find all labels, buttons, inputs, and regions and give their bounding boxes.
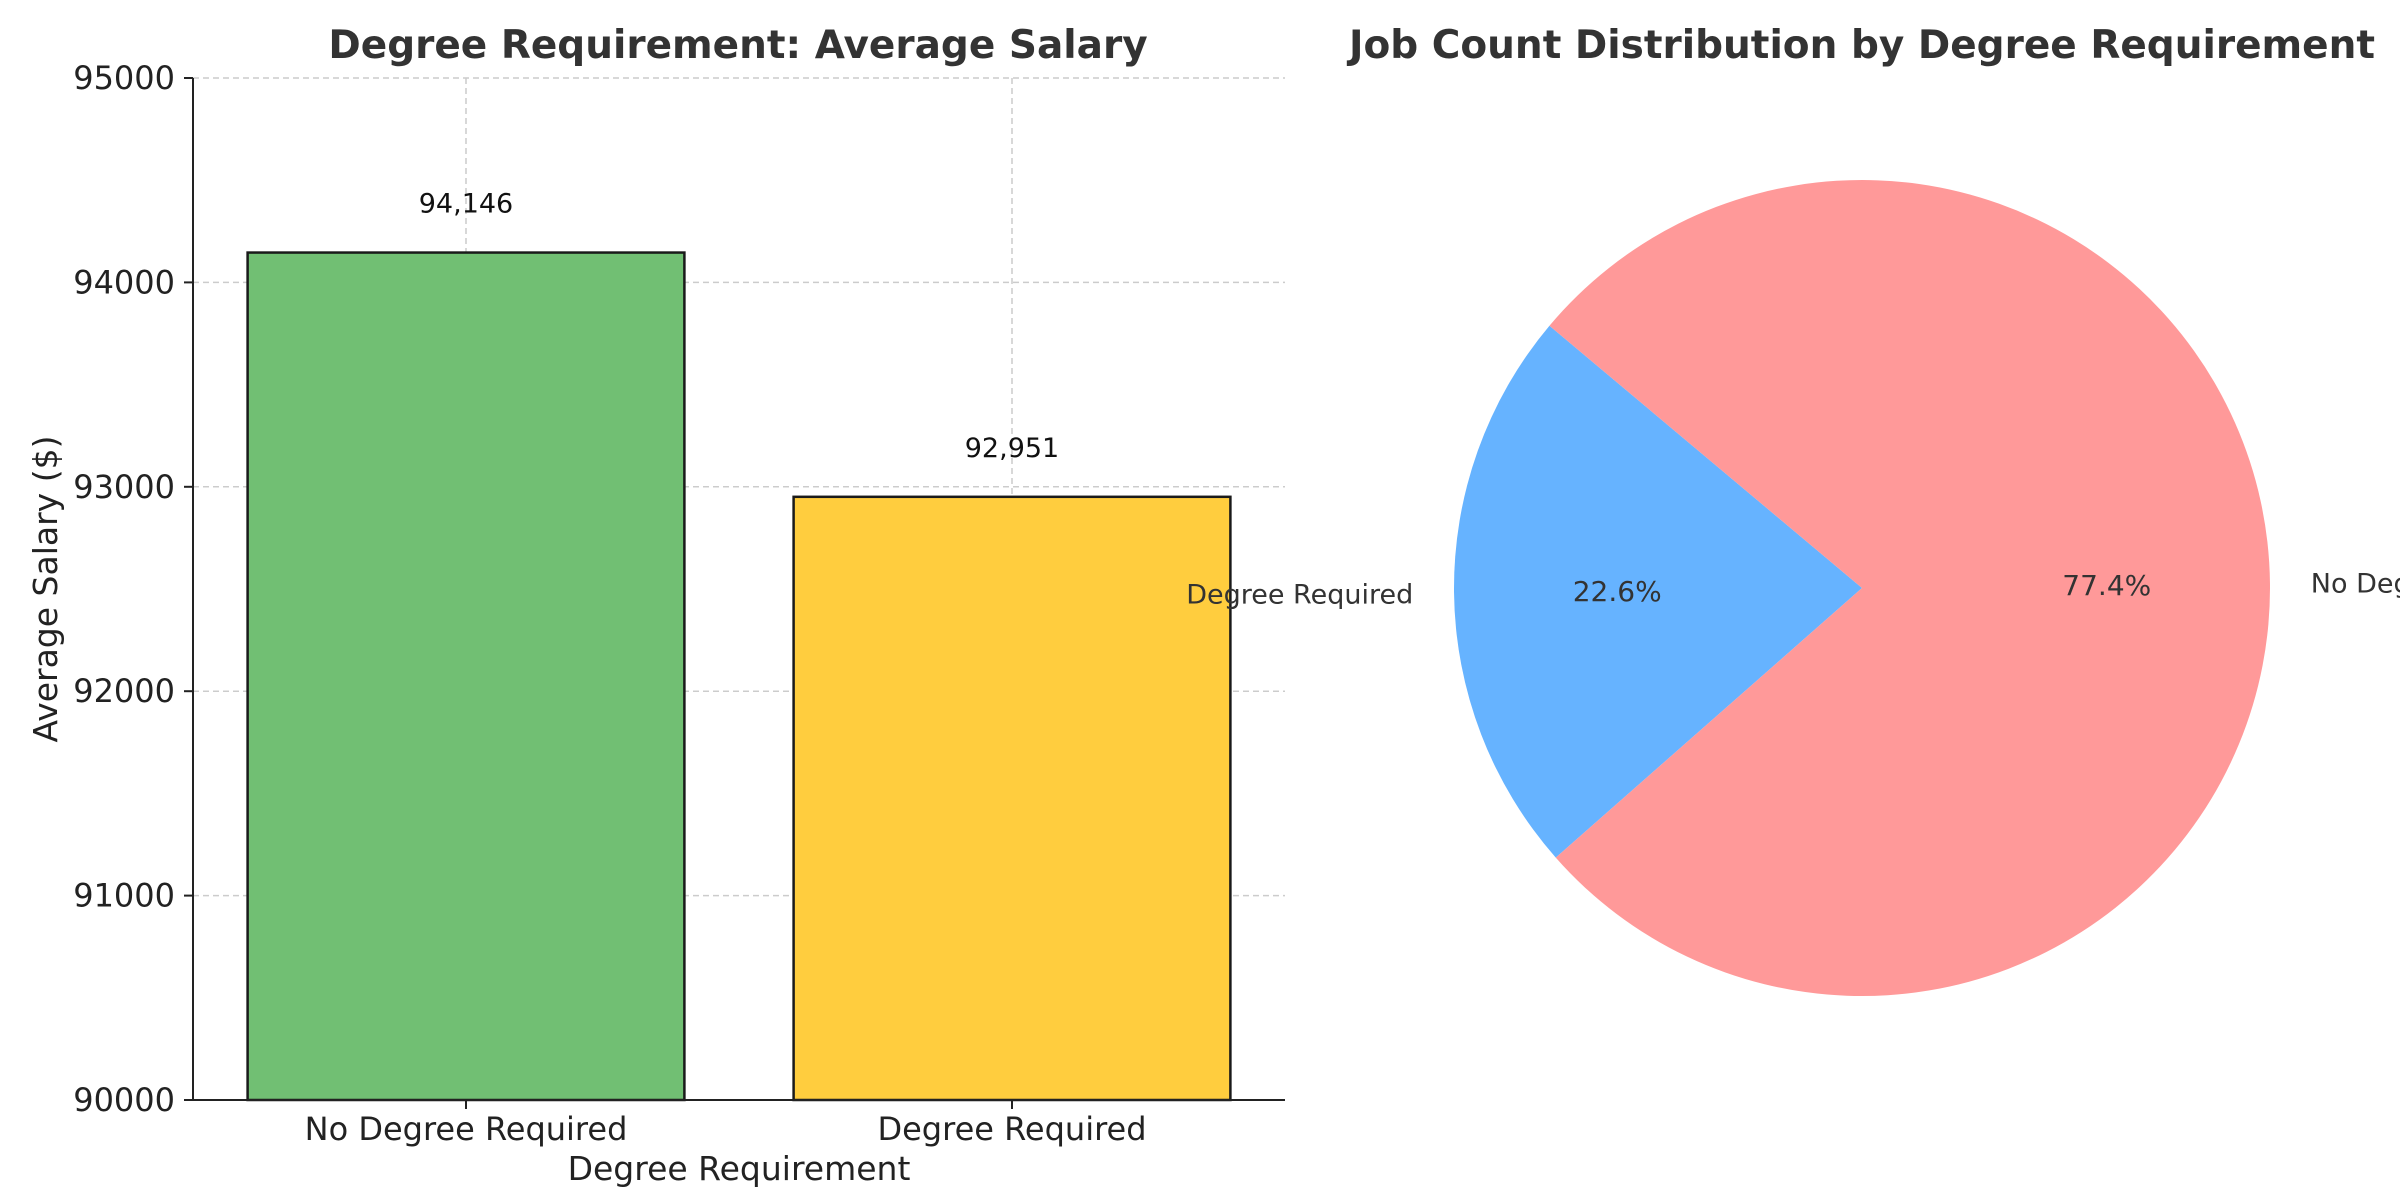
x-tick-label: Degree Required (877, 1110, 1146, 1148)
bar-chart: Degree Requirement: Average Salary 90000… (26, 23, 1285, 1188)
bar-chart-y-ticks: 90000 91000 92000 93000 94000 95000 (73, 59, 193, 1119)
pie-slice-degree-required (1453, 325, 1862, 858)
bar-chart-y-axis-label: Average Salary ($) (26, 436, 65, 743)
pie-percent-label: 77.4% (2062, 569, 2151, 602)
bar-chart-axes (192, 78, 1285, 1101)
pie-chart-labels: 22.6% Degree Required 77.4% No Degree Requi… (1186, 569, 2400, 611)
pie-chart-slices (1453, 179, 2270, 996)
bar-value-label: 94,146 (419, 189, 513, 220)
bar-chart-bars (246, 251, 1232, 1102)
pie-category-label: Degree Required (1186, 579, 1413, 610)
y-tick-label: 92000 (73, 672, 175, 710)
bar-chart-x-axis-label: Degree Requirement (568, 1149, 911, 1188)
x-tick-label: No Degree Required (305, 1110, 628, 1148)
y-tick-label: 95000 (73, 59, 175, 97)
pie-percent-label: 22.6% (1573, 575, 1662, 608)
y-tick-label: 91000 (73, 877, 175, 915)
bar-value-label: 92,951 (965, 433, 1059, 464)
y-tick-label: 90000 (73, 1081, 175, 1119)
pie-chart-title: Job Count Distribution by Degree Require… (1346, 23, 2375, 68)
pie-slice-no-degree-required (1549, 179, 2270, 996)
pie-chart: Job Count Distribution by Degree Require… (1186, 23, 2400, 996)
bar-no-degree-required (246, 251, 686, 1102)
y-tick-label: 93000 (73, 468, 175, 506)
y-tick-label: 94000 (73, 263, 175, 301)
pie-category-label: No Degree Required (2311, 569, 2400, 600)
bar-chart-x-ticks: No Degree Required Degree Required (305, 1100, 1147, 1148)
bar-chart-title: Degree Requirement: Average Salary (328, 23, 1147, 68)
bar-chart-value-labels: 94,146 92,951 (419, 189, 1059, 464)
bar-degree-required (792, 495, 1232, 1102)
